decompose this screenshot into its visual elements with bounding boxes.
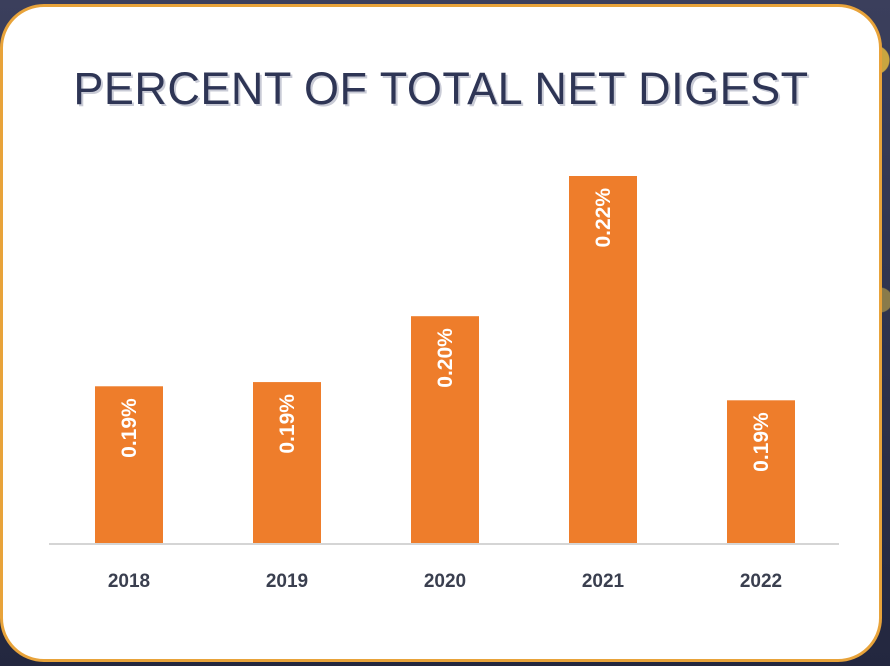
x-tick-label-2020: 2020 [424,571,466,592]
bar-2020 [411,316,479,544]
bar-2021 [569,176,637,544]
bar-value-label-2022: 0.19% [750,412,773,472]
chart-card: PERCENT OF TOTAL NET DIGEST 0.19% 2018 0.1… [0,4,882,662]
bar-value-label-2020: 0.20% [434,328,457,388]
bar-value-label-2021: 0.22% [592,188,615,248]
x-tick-label-2022: 2022 [740,571,782,592]
chart-title: PERCENT OF TOTAL NET DIGEST [73,63,809,114]
bar-2019 [253,382,321,544]
bar-chart: 0.19% 2018 0.19% 2019 0.20% 2020 0.22% 2021 0.19… [49,176,839,592]
bar-2018 [95,386,163,544]
x-tick-label-2021: 2021 [582,571,625,592]
bar-2022 [727,400,795,544]
bar-value-label-2019: 0.19% [276,394,299,454]
x-tick-label-2018: 2018 [108,571,150,592]
x-tick-label-2019: 2019 [266,571,308,592]
bar-value-label-2018: 0.19% [118,398,141,458]
